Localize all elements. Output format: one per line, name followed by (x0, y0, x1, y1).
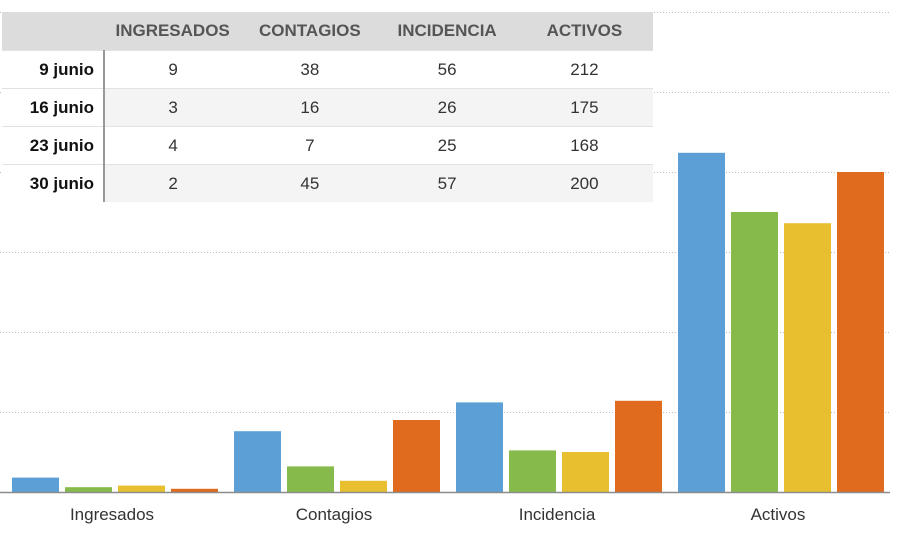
row-label: 30 junio (2, 164, 105, 202)
table-cell: 45 (241, 164, 379, 202)
x-axis-labels: Ingresados Contagios Incidencia Activos (70, 505, 805, 524)
row-label: 16 junio (2, 88, 105, 127)
table-cell: 4 (104, 126, 242, 165)
table-row: 16 junio 3 16 26 175 (2, 88, 653, 127)
table-cell: 38 (241, 50, 379, 89)
table-cell: 200 (515, 164, 653, 202)
column-header: CONTAGIOS (241, 12, 379, 51)
bar (65, 487, 112, 492)
table-cell: 57 (378, 164, 516, 202)
category-label: Ingresados (70, 505, 154, 524)
category-label: Incidencia (519, 505, 596, 524)
bar (784, 223, 831, 492)
bar (509, 450, 556, 492)
bar (340, 480, 387, 492)
table-cell: 3 (104, 88, 242, 127)
bar (615, 400, 662, 492)
bar (731, 212, 778, 492)
bar (837, 172, 884, 492)
table-row: 30 junio 2 45 57 200 (2, 164, 653, 202)
table-cell: 16 (241, 88, 379, 127)
category-label: Activos (751, 505, 806, 524)
table-row: 23 junio 4 7 25 168 (2, 126, 653, 165)
table-cell: 212 (515, 50, 653, 89)
table-cell: 168 (515, 126, 653, 165)
table-cell: 26 (378, 88, 516, 127)
bar (287, 466, 334, 492)
bar (12, 477, 59, 492)
table-row: 9 junio 9 38 56 212 (2, 50, 653, 89)
column-header: ACTIVOS (515, 12, 653, 51)
bar (562, 452, 609, 492)
column-header: INGRESADOS (104, 12, 242, 51)
data-table: INGRESADOS CONTAGIOS INCIDENCIA ACTIVOS … (2, 12, 653, 202)
bar (678, 152, 725, 493)
table-cell: 2 (104, 164, 242, 202)
table-cell: 175 (515, 88, 653, 127)
row-label: 23 junio (2, 126, 105, 165)
table-cell: 9 (104, 50, 242, 89)
table-header-row: INGRESADOS CONTAGIOS INCIDENCIA ACTIVOS (2, 12, 653, 51)
bar (171, 488, 218, 492)
bar (393, 420, 440, 492)
bar-series (12, 152, 884, 493)
bar (118, 485, 165, 492)
row-label: 9 junio (2, 50, 105, 89)
table-corner-cell (2, 12, 104, 51)
bar (456, 402, 503, 492)
table-cell: 56 (378, 50, 516, 89)
category-label: Contagios (296, 505, 373, 524)
table-cell: 7 (241, 126, 379, 165)
bar (234, 431, 281, 492)
column-header: INCIDENCIA (378, 12, 516, 51)
table-cell: 25 (378, 126, 516, 165)
